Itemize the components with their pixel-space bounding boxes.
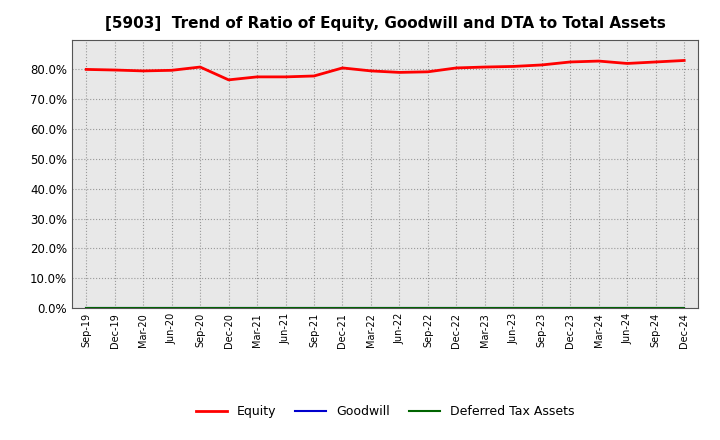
Goodwill	[253, 305, 261, 311]
Goodwill	[139, 305, 148, 311]
Goodwill	[366, 305, 375, 311]
Deferred Tax Assets	[338, 305, 347, 311]
Goodwill	[395, 305, 404, 311]
Goodwill	[423, 305, 432, 311]
Goodwill	[537, 305, 546, 311]
Goodwill	[167, 305, 176, 311]
Deferred Tax Assets	[110, 305, 119, 311]
Goodwill	[452, 305, 461, 311]
Goodwill	[338, 305, 347, 311]
Legend: Equity, Goodwill, Deferred Tax Assets: Equity, Goodwill, Deferred Tax Assets	[191, 400, 580, 423]
Equity	[480, 64, 489, 70]
Deferred Tax Assets	[566, 305, 575, 311]
Deferred Tax Assets	[395, 305, 404, 311]
Equity	[338, 65, 347, 70]
Deferred Tax Assets	[225, 305, 233, 311]
Goodwill	[680, 305, 688, 311]
Equity	[82, 67, 91, 72]
Goodwill	[623, 305, 631, 311]
Deferred Tax Assets	[480, 305, 489, 311]
Equity	[680, 58, 688, 63]
Equity	[566, 59, 575, 65]
Equity	[225, 77, 233, 82]
Equity	[652, 59, 660, 65]
Goodwill	[310, 305, 318, 311]
Equity	[310, 73, 318, 79]
Equity	[423, 69, 432, 74]
Deferred Tax Assets	[595, 305, 603, 311]
Equity	[537, 62, 546, 68]
Equity	[196, 64, 204, 70]
Deferred Tax Assets	[537, 305, 546, 311]
Goodwill	[509, 305, 518, 311]
Equity	[282, 74, 290, 80]
Goodwill	[282, 305, 290, 311]
Deferred Tax Assets	[310, 305, 318, 311]
Equity	[452, 65, 461, 70]
Equity	[110, 67, 119, 73]
Equity	[509, 64, 518, 69]
Goodwill	[652, 305, 660, 311]
Deferred Tax Assets	[509, 305, 518, 311]
Deferred Tax Assets	[623, 305, 631, 311]
Equity	[366, 68, 375, 73]
Equity	[395, 70, 404, 75]
Deferred Tax Assets	[652, 305, 660, 311]
Deferred Tax Assets	[82, 305, 91, 311]
Deferred Tax Assets	[680, 305, 688, 311]
Deferred Tax Assets	[282, 305, 290, 311]
Goodwill	[110, 305, 119, 311]
Deferred Tax Assets	[167, 305, 176, 311]
Goodwill	[225, 305, 233, 311]
Deferred Tax Assets	[139, 305, 148, 311]
Equity	[253, 74, 261, 80]
Goodwill	[595, 305, 603, 311]
Line: Equity: Equity	[86, 60, 684, 80]
Equity	[139, 68, 148, 73]
Equity	[623, 61, 631, 66]
Goodwill	[566, 305, 575, 311]
Deferred Tax Assets	[253, 305, 261, 311]
Title: [5903]  Trend of Ratio of Equity, Goodwill and DTA to Total Assets: [5903] Trend of Ratio of Equity, Goodwil…	[105, 16, 665, 32]
Goodwill	[480, 305, 489, 311]
Deferred Tax Assets	[366, 305, 375, 311]
Goodwill	[196, 305, 204, 311]
Deferred Tax Assets	[196, 305, 204, 311]
Goodwill	[82, 305, 91, 311]
Equity	[167, 68, 176, 73]
Deferred Tax Assets	[423, 305, 432, 311]
Deferred Tax Assets	[452, 305, 461, 311]
Equity	[595, 59, 603, 64]
